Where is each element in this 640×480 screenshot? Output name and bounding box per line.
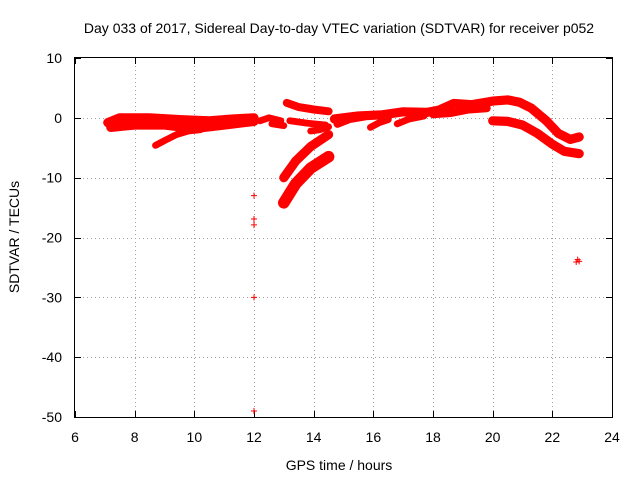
series-trace bbox=[286, 117, 329, 129]
y-tick-label: -40 bbox=[42, 349, 62, 365]
x-tick-label: 8 bbox=[131, 429, 139, 445]
data-point-marker bbox=[251, 192, 257, 199]
series-trace bbox=[333, 112, 369, 128]
y-tick-label: 0 bbox=[54, 110, 62, 126]
x-tick-label: 12 bbox=[246, 429, 262, 445]
series-trace bbox=[329, 95, 584, 144]
series-trace bbox=[278, 150, 335, 209]
x-tick-label: 6 bbox=[71, 429, 79, 445]
y-tick-labels: 10 0 -10 -20 -30 -40 -50 bbox=[42, 50, 62, 425]
x-tick-label: 18 bbox=[425, 429, 441, 445]
data-point-marker bbox=[576, 258, 583, 265]
series-trace bbox=[103, 113, 259, 128]
y-tick-label: -10 bbox=[42, 170, 62, 186]
x-tick-label: 14 bbox=[306, 429, 322, 445]
series-trace bbox=[268, 120, 288, 129]
x-tick-label: 24 bbox=[604, 429, 620, 445]
series-trace bbox=[152, 126, 204, 149]
data-point-marker bbox=[251, 221, 257, 228]
series-trace bbox=[367, 116, 392, 131]
data-point-marker bbox=[251, 408, 257, 415]
series-trace bbox=[279, 130, 334, 183]
data-point-marker bbox=[251, 294, 257, 301]
x-tick-label: 20 bbox=[485, 429, 501, 445]
axis-ticks bbox=[75, 58, 613, 418]
plot-frame bbox=[74, 57, 613, 418]
series-trace bbox=[256, 114, 285, 125]
x-tick-label: 10 bbox=[187, 429, 203, 445]
series-trace bbox=[282, 98, 333, 116]
y-tick-label: -20 bbox=[42, 230, 62, 246]
y-tick-label: 10 bbox=[46, 50, 62, 66]
x-tick-label: 22 bbox=[545, 429, 561, 445]
data-points bbox=[251, 192, 583, 415]
data-point-marker bbox=[251, 215, 257, 222]
x-tick-label: 16 bbox=[366, 429, 382, 445]
chart-title: Day 033 of 2017, Sidereal Day-to-day VTE… bbox=[84, 20, 594, 36]
series-trace bbox=[106, 116, 259, 134]
series-trace bbox=[393, 112, 428, 128]
series-trace bbox=[307, 123, 332, 135]
x-tick-labels: 6 8 10 12 14 16 18 20 22 24 bbox=[71, 429, 620, 445]
series-trace bbox=[488, 116, 584, 159]
y-tick-label: -50 bbox=[42, 409, 62, 425]
y-axis-label: SDTVAR / TECUs bbox=[6, 181, 22, 293]
series-trace bbox=[429, 104, 491, 119]
x-axis-label: GPS time / hours bbox=[286, 457, 393, 473]
data-series bbox=[103, 95, 584, 209]
y-tick-label: -30 bbox=[42, 289, 62, 305]
data-point-marker bbox=[573, 259, 580, 266]
